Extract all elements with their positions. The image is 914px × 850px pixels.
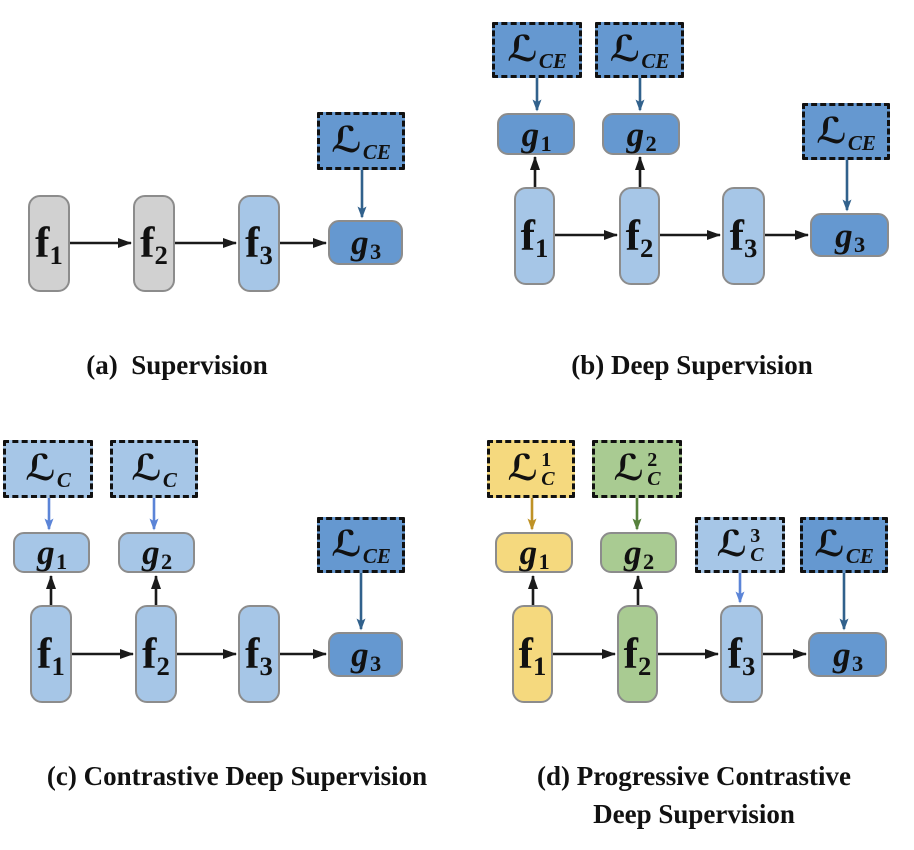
block-f3-label: f3 [727,630,756,681]
block-g2: g2 [602,113,680,155]
block-g1: g1 [13,532,90,573]
panel-b-deep-supervision: ℒ CE ℒ CE ℒ CE g1 g2 f1 f2 f3 g3 (b) Deep S… [457,0,914,400]
loss-box-ce3: ℒ CE [802,103,890,160]
block-g3: g3 [810,213,889,257]
block-f3-label: f3 [729,212,758,263]
block-f1: f1 [512,605,553,703]
block-g2-label: g2 [626,114,657,156]
block-f1: f1 [514,187,555,285]
block-f2: f2 [617,605,658,703]
block-g3-label: g3 [835,215,866,257]
caption-a: (a) Supervision [86,350,268,380]
block-f2-label: f2 [140,220,168,271]
block-f2-label: f2 [625,212,654,263]
block-g3-label: g3 [351,223,382,265]
loss-box-ce2: ℒ CE [595,22,684,78]
block-f2: f2 [135,605,177,703]
block-g3: g3 [808,632,887,677]
loss-ce-label: ℒ CE [331,120,391,165]
block-g3: g3 [328,632,403,677]
loss-box-ce: ℒ CE [317,517,405,573]
block-g3: g3 [328,220,403,265]
block-g2: g2 [118,532,195,573]
panel-a-arrows-layer [70,170,367,248]
block-f2: f2 [619,187,660,285]
block-g3-label: g3 [833,635,864,677]
loss-box-ce: ℒ CE [800,517,888,573]
caption-d-line1: (d) Progressive Contrastive [537,761,851,791]
block-g1-label: g1 [37,533,68,575]
block-f2-label: f2 [142,630,170,681]
block-g2-label: g2 [142,533,173,575]
loss-ce3-label: ℒ CE [816,110,876,155]
block-f2: f2 [133,195,175,292]
block-f1-label: f1 [518,630,547,681]
block-g1-label: g1 [519,533,550,575]
block-f3: f3 [238,195,280,292]
block-f3: f3 [720,605,763,703]
block-f1: f1 [28,195,70,292]
block-g2: g2 [600,532,677,573]
block-f3-label: f3 [245,220,273,271]
block-g3-label: g3 [351,635,382,677]
loss-box-ce: ℒ CE [317,112,405,170]
loss-ce1-label: ℒ CE [507,29,567,74]
block-f1-label: f1 [520,212,549,263]
panel-d-arrows-layer [527,498,849,659]
loss-ce-label: ℒ CE [814,524,874,569]
caption-b: (b) Deep Supervision [571,350,813,380]
block-f3: f3 [238,605,280,703]
panel-a-supervision: f1 f2 f3 g3 ℒ CE (a) Supervision [0,0,457,400]
block-g1: g1 [495,532,573,573]
loss-box-ce1: ℒ CE [492,22,582,78]
block-f3: f3 [722,187,765,285]
caption-c: (c) Contrastive Deep Supervision [46,761,428,791]
block-g2-label: g2 [624,533,655,575]
block-g1: g1 [497,113,575,155]
loss-ce-label: ℒ CE [331,524,391,569]
block-f1-label: f1 [35,220,63,271]
loss-ce2-label: ℒ CE [609,29,670,74]
panel-c-arrows-layer [44,498,366,659]
caption-d-line2: Deep Supervision [593,799,795,829]
panel-b-arrows-layer [530,78,852,240]
block-f2-label: f2 [623,630,652,681]
block-f1: f1 [30,605,72,703]
block-f1-label: f1 [37,630,65,681]
block-g1-label: g1 [521,114,552,156]
block-f3-label: f3 [245,630,273,681]
